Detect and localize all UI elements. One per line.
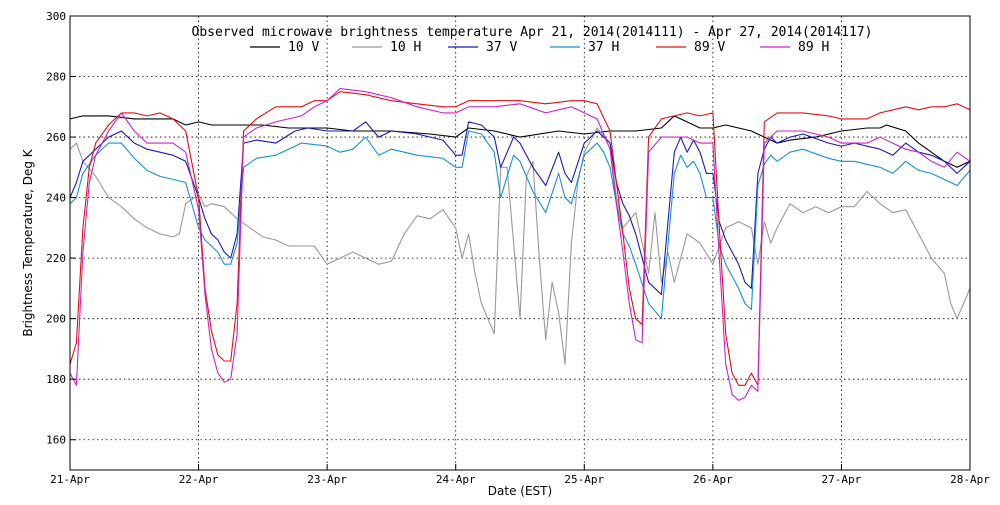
x-tick-label: 24-Apr bbox=[436, 473, 476, 486]
legend-label: 10 V bbox=[288, 40, 319, 55]
legend-label: 89 V bbox=[694, 40, 725, 55]
legend: 10 V 10 H 37 V 37 H 89 V 89 H bbox=[250, 40, 829, 55]
y-tick-label: 200 bbox=[46, 313, 66, 326]
y-tick-label: 240 bbox=[46, 192, 66, 205]
x-axis-title: Date (EST) bbox=[488, 484, 552, 498]
series-layer bbox=[69, 88, 971, 401]
series-line-37-v bbox=[69, 121, 971, 296]
legend-label: 89 H bbox=[798, 40, 829, 55]
legend-label: 37 H bbox=[588, 40, 619, 55]
series-line-89-h bbox=[69, 88, 971, 401]
x-tick-label: 26-Apr bbox=[693, 473, 733, 486]
plot-frame bbox=[69, 15, 971, 471]
x-tick-label: 25-Apr bbox=[564, 473, 604, 486]
y-tick-label: 180 bbox=[46, 373, 66, 386]
x-tick-label: 23-Apr bbox=[307, 473, 347, 486]
x-tick-label: 27-Apr bbox=[822, 473, 862, 486]
tick-layer: 160 180 200 220 240 260 280 300 21-Apr 22-Apr 23-A… bbox=[46, 10, 990, 486]
x-tick-label: 21-Apr bbox=[50, 473, 90, 486]
series-line-10-h bbox=[69, 127, 971, 365]
y-tick-label: 260 bbox=[46, 131, 66, 144]
series-line-10-v bbox=[69, 115, 971, 168]
legend-label: 37 V bbox=[486, 40, 517, 55]
legend-label: 10 H bbox=[390, 40, 421, 55]
series-line-37-h bbox=[69, 130, 971, 320]
chart-title: Observed microwave brightness temperatur… bbox=[192, 25, 873, 40]
grid-layer bbox=[70, 16, 970, 470]
y-tick-label: 300 bbox=[46, 10, 66, 23]
y-tick-label: 160 bbox=[46, 434, 66, 447]
y-tick-label: 280 bbox=[46, 71, 66, 84]
plot-background bbox=[70, 16, 970, 470]
y-axis-title: Brightness Temperature, Deg K bbox=[21, 148, 35, 336]
x-tick-label: 28-Apr bbox=[950, 473, 990, 486]
x-tick-label: 22-Apr bbox=[179, 473, 219, 486]
y-tick-label: 220 bbox=[46, 252, 66, 265]
series-line-89-v bbox=[69, 91, 971, 386]
